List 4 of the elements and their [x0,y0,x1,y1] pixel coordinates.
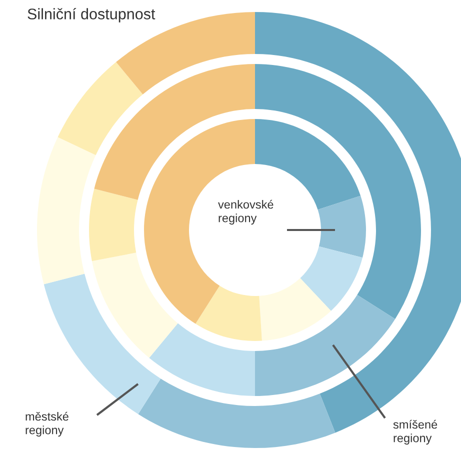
slice-label: městské regiony [26,412,68,437]
slice-label: smíšené regiony [393,420,438,445]
chart-title: Silniční dostupnost [28,8,156,22]
slice-label: venkovské regiony [218,200,274,225]
